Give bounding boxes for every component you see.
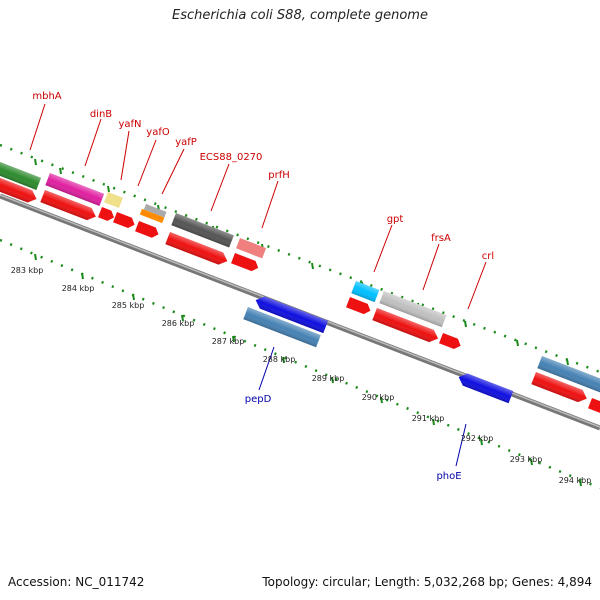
kbp-tick-label: 291 kbp [412,414,445,423]
genome-summary-text: Topology: circular; Length: 5,032,268 bp… [262,575,592,589]
feature-bar[interactable] [236,238,267,259]
kbp-tick-label: 289 kbp [312,374,345,383]
label-leaders [29,103,487,467]
gene-label-yafn: yafN [118,119,141,130]
map-title: Escherichia coli S88, complete genome [172,8,428,23]
gene-label-pepd: pepD [245,394,272,405]
gene-label-yafo: yafO [146,127,170,138]
kbp-tick-label: 293 kbp [510,455,543,464]
gene-label-frsa: frsA [431,233,451,244]
kbp-tick-label: 294 kbp [559,476,592,485]
kbp-tick-label: 290 kbp [362,393,395,402]
inner-tick-track [0,238,600,490]
kbp-tick-label: 288 kbp [263,355,296,364]
cds-arrow[interactable] [98,207,116,223]
reverse-cds-track [243,296,514,404]
feature-bar[interactable] [104,192,123,209]
gene-label-mbha: mbhA [32,91,61,102]
feature-bar[interactable] [143,204,167,218]
cds-arrow[interactable] [231,253,260,273]
feature-bar[interactable] [139,208,165,224]
gene-label-dinb: dinB [90,109,112,120]
outer-tick-track [0,143,600,374]
cds-arrow[interactable] [588,398,600,415]
kbp-tick-label: 292 kbp [461,434,494,443]
kbp-tick-label: 284 kbp [62,284,95,293]
outer-feature-track [0,159,600,394]
kbp-tick-label: 283 kbp [11,266,44,275]
gene-label-prfh: prfH [268,170,290,181]
kbp-tick-label: 285 kbp [112,301,145,310]
cds-arrow[interactable] [346,297,372,316]
gene-label-gpt: gpt [387,214,404,225]
kbp-tick-label: 287 kbp [212,337,245,346]
cds-arrow[interactable] [135,221,160,240]
gene-label-crl: crl [482,251,494,262]
accession-text: Accession: NC_011742 [8,575,145,589]
forward-cds-track [0,176,600,415]
gene-label-yafp: yafP [175,137,197,148]
gene-label-ecs88-0270: ECS88_0270 [200,152,263,163]
cds-arrow[interactable] [439,333,463,351]
gene-label-phoe: phoE [436,471,461,482]
cds-arrow[interactable] [113,212,137,230]
kbp-tick-label: 286 kbp [162,319,195,328]
